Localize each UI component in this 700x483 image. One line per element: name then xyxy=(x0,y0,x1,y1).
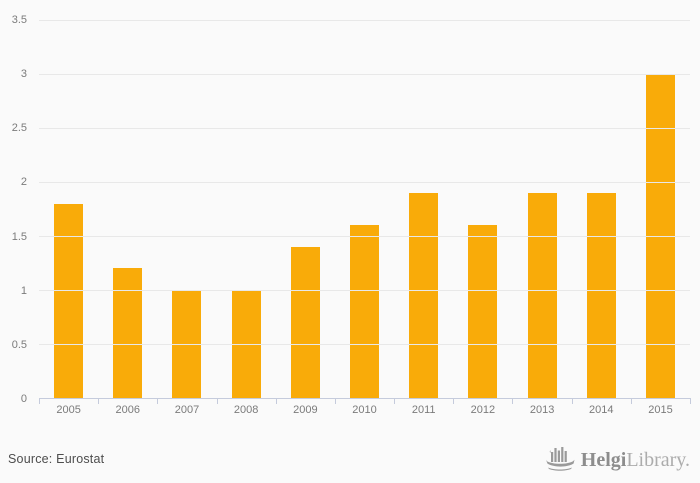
source-label: Source: Eurostat xyxy=(8,452,105,466)
x-tick-mark xyxy=(453,398,455,404)
x-tick-label-2015: 2015 xyxy=(648,404,673,416)
bar-2014[interactable] xyxy=(586,192,616,398)
y-tick-label-1: 1 xyxy=(20,284,27,297)
x-tick-label-2011: 2011 xyxy=(411,404,436,416)
bar-slot-2013 xyxy=(513,20,572,398)
x-tick-mark xyxy=(275,398,277,404)
bar-slot-2009 xyxy=(276,20,335,398)
gridline-3 xyxy=(39,74,690,75)
x-tick-mark xyxy=(157,398,159,404)
y-tick-label-3.5: 3.5 xyxy=(11,14,27,26)
x-tick-label-2013: 2013 xyxy=(529,404,555,416)
bar-slot-2010 xyxy=(335,20,394,398)
bar-chart-boat-icon xyxy=(545,444,576,476)
x-tick-label-2010: 2010 xyxy=(352,404,377,416)
y-axis-labels: 0 0.5 1 1.5 2 2.5 3 3.5 xyxy=(0,14,27,405)
y-tick-label-0: 0 xyxy=(20,393,27,405)
x-tick-label-2006: 2006 xyxy=(115,404,141,416)
bar-2009[interactable] xyxy=(290,246,320,398)
x-tick-label-2009: 2009 xyxy=(293,404,318,416)
x-tick-mark xyxy=(690,398,691,404)
gridline-2.5 xyxy=(39,128,690,129)
x-tick-label-2005: 2005 xyxy=(56,404,81,416)
bar-2012[interactable] xyxy=(468,225,498,398)
logo-text: HelgiLibrary. xyxy=(581,450,690,470)
x-tick-label-2007: 2007 xyxy=(174,404,200,416)
x-tick-mark xyxy=(571,398,573,404)
logo-text-light: Library. xyxy=(626,449,690,471)
y-tick-label-0.5: 0.5 xyxy=(11,338,27,351)
bar-slot-2012 xyxy=(453,20,512,398)
x-axis-labels: 2005 2006 2007 2008 2009 2010 2011 2012 2013 2014… xyxy=(39,404,690,416)
bars-row xyxy=(39,20,690,398)
bar-2006[interactable] xyxy=(113,268,143,398)
y-tick-label-2.5: 2.5 xyxy=(11,122,27,135)
bar-slot-2015 xyxy=(631,20,690,398)
bar-2010[interactable] xyxy=(350,225,380,398)
y-tick-label-3: 3 xyxy=(20,68,27,81)
x-tick-mark xyxy=(512,398,514,404)
x-tick-label-2014: 2014 xyxy=(589,404,614,416)
gridline-2 xyxy=(39,182,690,183)
plot-area xyxy=(39,20,691,404)
logo-text-bold: Helgi xyxy=(580,449,627,471)
bar-2011[interactable] xyxy=(409,192,439,398)
bar-slot-2008 xyxy=(217,20,276,398)
bar-2013[interactable] xyxy=(527,192,557,398)
gridline-1 xyxy=(39,290,690,291)
bar-slot-2007 xyxy=(157,20,216,398)
x-tick-mark xyxy=(394,398,396,404)
bar-slot-2006 xyxy=(98,20,157,398)
gridline-1.5 xyxy=(39,236,690,237)
x-tick-mark xyxy=(98,398,100,404)
bar-2005[interactable] xyxy=(54,203,84,398)
bar-slot-2014 xyxy=(572,20,631,398)
x-tick-mark xyxy=(39,398,40,404)
x-tick-mark xyxy=(216,398,218,404)
x-tick-label-2008: 2008 xyxy=(233,404,259,416)
gridline-3.5 xyxy=(39,20,690,21)
x-tick-label-2012: 2012 xyxy=(470,404,496,416)
helgilibrary-logo[interactable]: HelgiLibrary. xyxy=(545,444,690,476)
bar-slot-2005 xyxy=(39,20,98,398)
y-tick-label-1.5: 1.5 xyxy=(11,230,27,243)
y-tick-label-2: 2 xyxy=(20,176,27,189)
x-tick-mark xyxy=(334,398,336,404)
gridline-0.5 xyxy=(39,344,690,345)
x-tick-mark xyxy=(630,398,632,404)
bar-slot-2011 xyxy=(394,20,453,398)
